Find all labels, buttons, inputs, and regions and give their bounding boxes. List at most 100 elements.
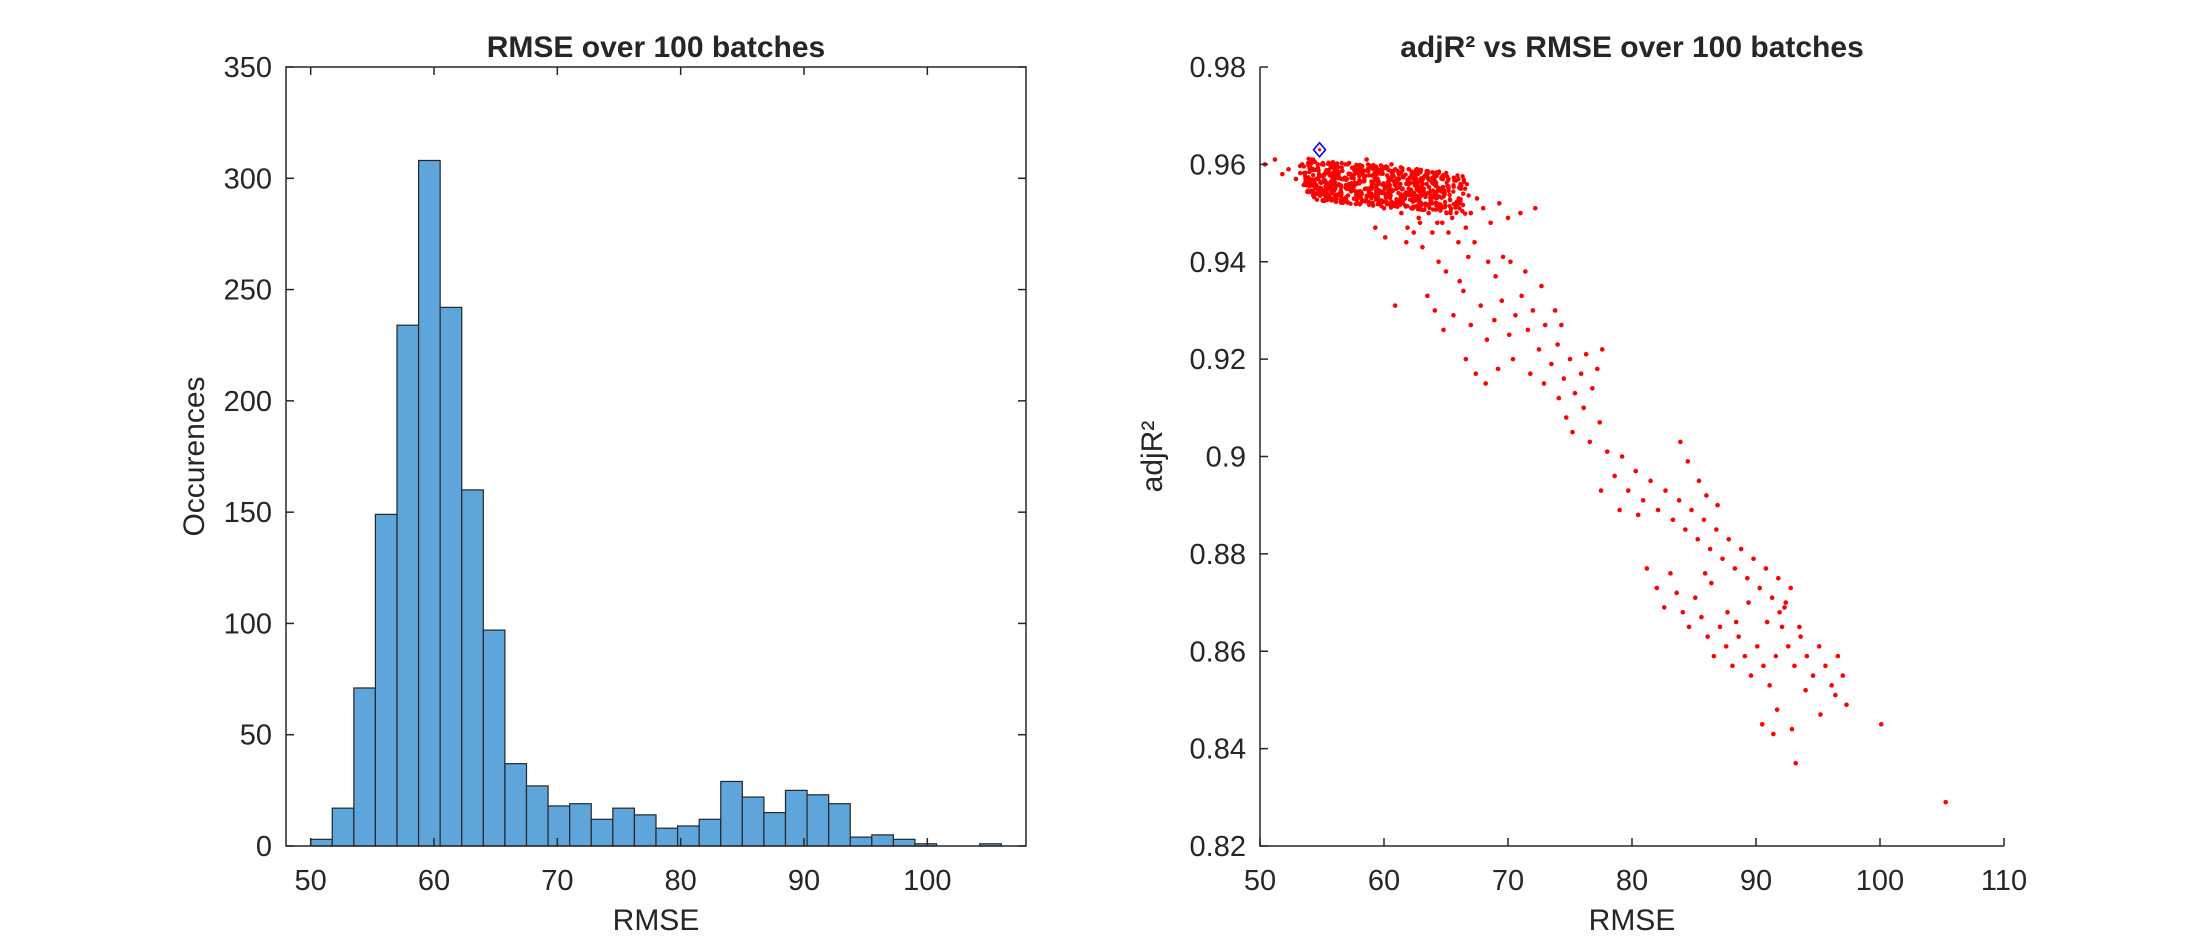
scatter-point [1427,205,1432,211]
scatter-point [1451,175,1457,180]
scatter-point [1757,585,1763,591]
scatter-point [1733,619,1739,625]
scatter-point [1374,171,1380,177]
scatter-point [1604,449,1610,454]
scatter-point [1357,174,1362,179]
scatter-point [1785,644,1791,649]
scatter-point [1426,185,1432,190]
x-tick-label: 50 [295,865,327,897]
scatter-point [1468,322,1474,328]
scatter-point [1349,165,1355,170]
scatter-point [1336,176,1341,181]
scatter-point [1396,170,1401,175]
scatter-point [1680,610,1686,615]
scatter-point [1692,595,1698,600]
scatter-point [1434,192,1439,198]
histogram-bar [871,834,895,847]
scatter-point [1417,220,1423,226]
histogram-bar [633,814,657,847]
histogram-bar [741,796,765,847]
scatter-point [1506,332,1512,338]
scatter-point [1440,184,1446,190]
scatter-point [1742,653,1748,659]
scatter-point [1430,188,1436,193]
scatter-point [1416,215,1422,221]
scatter-point [1500,254,1506,260]
scatter-point [1696,478,1702,484]
scatter-point [1829,683,1834,688]
scatter-point [1309,161,1314,166]
scatter-point [1280,171,1285,177]
scatter-point [1343,185,1348,190]
scatter-point [1782,605,1787,610]
y-tick-label: 0.88 [1190,539,1246,571]
scatter-point [1420,176,1425,181]
scatter-point [1463,356,1469,362]
scatter-point [1366,199,1371,204]
scatter-point [1676,498,1682,503]
scatter-point [1686,624,1692,630]
scatter-point [1389,199,1394,204]
scatter-point [1321,198,1327,204]
scatter-point [1823,663,1828,669]
scatter-point [1345,200,1350,205]
scatter-point [1351,172,1357,178]
scatter-point [1701,517,1707,523]
scatter-point [1717,624,1723,630]
scatter-point [1301,170,1307,176]
y-tick-label: 100 [224,608,272,640]
histogram-bar [353,687,377,847]
scatter-point [1439,176,1444,181]
y-tick-label: 0.9 [1206,442,1246,474]
scatter-point [1436,169,1442,174]
scatter-point [1353,201,1359,207]
scatter-point [1359,167,1364,172]
scatter-point [1435,220,1440,226]
scatter-point [1339,160,1344,166]
scatter-point [1424,181,1429,187]
scatter-point [1456,239,1461,245]
scatter-point [1485,259,1491,265]
scatter-point [1776,575,1781,581]
scatter-point [1272,157,1278,162]
x-tick-label: 80 [665,865,697,897]
scatter-point [1378,163,1384,168]
scatter-point [1370,166,1375,171]
x-tick-label: 90 [1740,865,1772,897]
scatter-point [1457,206,1462,211]
scatter-point [1518,210,1523,216]
scatter-point [1583,351,1589,357]
scatter-point [1314,197,1320,202]
scatter-point [1367,193,1373,199]
histogram-bar [892,838,916,847]
scatter-point [1732,566,1738,571]
y-tick-label: 0 [256,831,272,863]
y-tick-label: 150 [224,497,272,529]
scatter-point [1397,200,1402,205]
scatter-point [1417,196,1422,201]
scatter-point [1354,162,1359,168]
y-tick-label: 0.86 [1190,636,1246,668]
scatter-point [1437,187,1442,192]
scatter-point [1461,288,1466,294]
scatter-point [1310,167,1315,173]
scatter-point [1430,201,1435,206]
scatter-point [1648,478,1653,484]
scatter-point [1418,200,1423,205]
histogram-bar [720,780,743,847]
scatter-point [1431,193,1436,198]
scatter-point [1640,498,1646,503]
scatter-point [1370,173,1375,178]
histogram-bar [525,785,549,847]
scatter-point [1304,183,1309,188]
y-tick-label: 50 [240,720,272,752]
scatter-point [1310,173,1316,178]
scatter-point [1322,178,1328,184]
scatter-point [1413,168,1419,173]
scatter-point [1466,193,1471,198]
y-tick-label: 200 [224,386,272,418]
scatter-point [1332,187,1337,193]
scatter-point [1480,205,1486,211]
histogram-bar [763,812,787,847]
histogram-bar [461,489,484,847]
